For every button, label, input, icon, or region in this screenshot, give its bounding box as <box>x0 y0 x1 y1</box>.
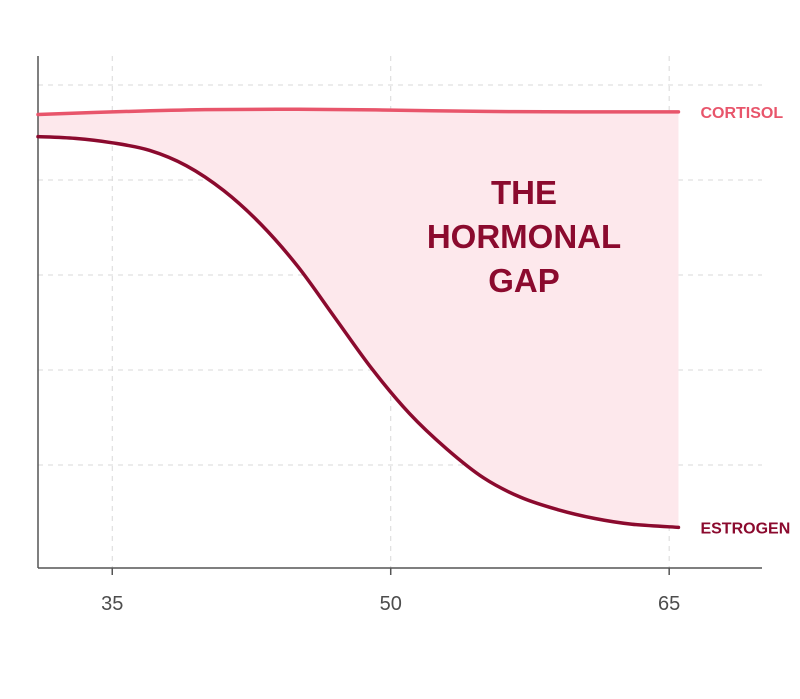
gap-area <box>38 109 679 528</box>
hormonal-gap-annotation: THE HORMONAL GAP <box>427 174 621 299</box>
x-tick-label: 50 <box>380 593 402 615</box>
axes: 35 50 65 <box>37 56 762 615</box>
annotation-line: GAP <box>488 262 560 299</box>
annotation-line: HORMONAL <box>427 218 621 255</box>
x-tick-label: 65 <box>658 593 680 615</box>
cortisol-line <box>36 107 681 117</box>
cortisol-label: CORTISOL <box>700 105 783 122</box>
x-tick-label: 35 <box>101 593 123 615</box>
estrogen-line <box>36 134 681 530</box>
series-labels: CORTISOL ESTROGEN <box>700 105 790 537</box>
estrogen-label: ESTROGEN <box>700 520 790 537</box>
series-lines <box>36 107 681 530</box>
annotation-line: THE <box>491 174 557 211</box>
